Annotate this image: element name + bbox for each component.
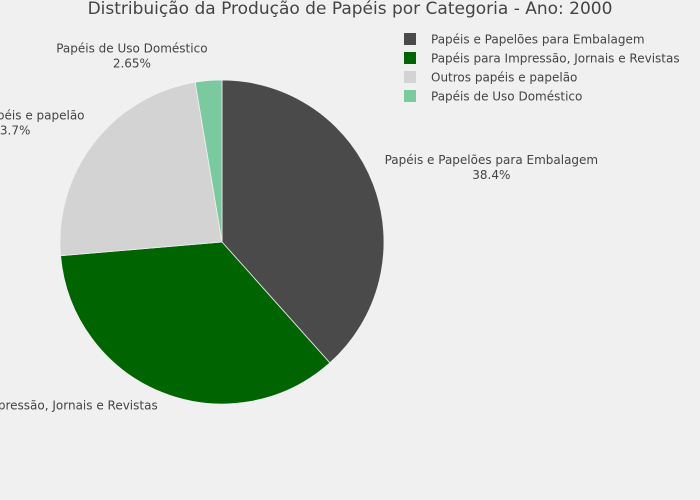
slice-label-percent: 23.7% [0,123,30,137]
slice-label-percent: 2.65% [113,57,151,71]
chart-title: Distribuição da Produção de Papéis por C… [88,0,613,19]
legend-label: Papéis de Uso Doméstico [431,90,582,104]
slice-label-outros-papeis-e-papelao: Outros papéis e papelão23.7% [0,108,85,137]
legend-swatch [404,90,416,102]
slices-layer [60,80,384,404]
slice-label-text: Papéis para Impressão, Jornais e Revista… [0,399,158,413]
legend-item-papeis-de-uso-domestico[interactable]: Papéis de Uso Doméstico [404,90,582,104]
legend-swatch [404,71,416,83]
legend-item-papeis-para-impressao-jornais-e-revistas[interactable]: Papéis para Impressão, Jornais e Revista… [404,52,680,66]
slice-label-text: Papéis e Papelões para Embalagem [385,153,599,167]
legend-label: Outros papéis e papelão [431,71,577,85]
legend-swatch [404,52,416,64]
legend-item-papeis-e-papeloes-para-embalagem[interactable]: Papéis e Papelões para Embalagem [404,33,645,47]
slice-label-papeis-para-impressao-jornais-e-revistas: Papéis para Impressão, Jornais e Revista… [0,399,158,413]
legend-item-outros-papeis-e-papelao[interactable]: Outros papéis e papelão [404,71,577,85]
slice-label-text: Outros papéis e papelão [0,108,85,122]
legend-swatch [404,33,416,45]
legend-label: Papéis para Impressão, Jornais e Revista… [431,52,680,66]
slice-label-text: Papéis de Uso Doméstico [56,42,207,56]
legend: Papéis e Papelões para Embalagem Papéis p… [404,33,680,104]
slice-label-percent: 38.4% [472,168,510,182]
legend-label: Papéis e Papelões para Embalagem [431,33,645,47]
